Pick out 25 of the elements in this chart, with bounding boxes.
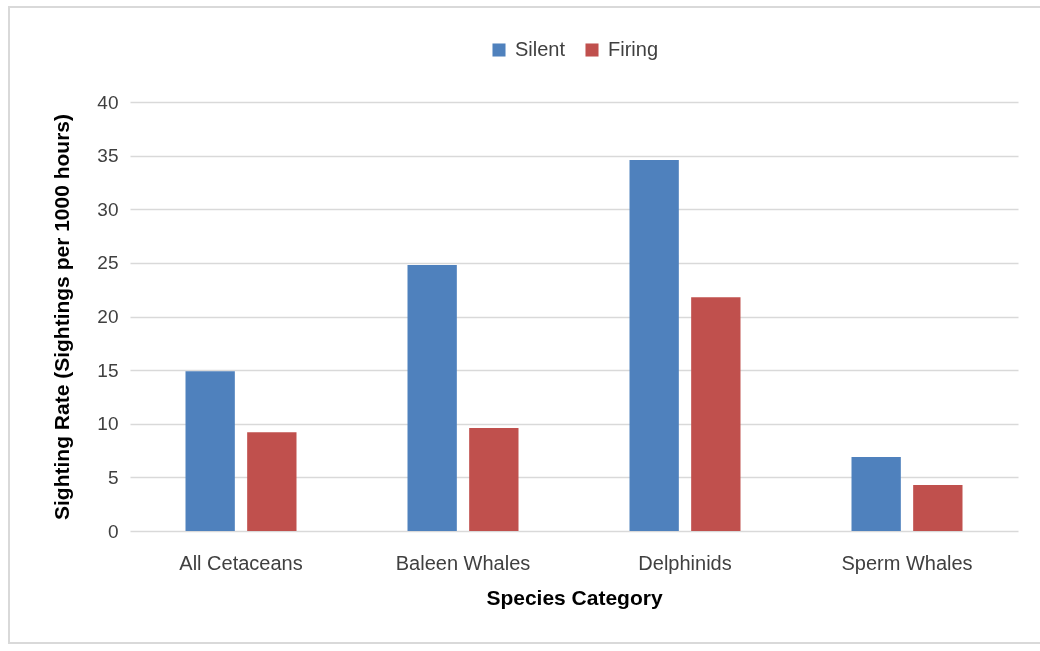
y-tick-label: 15: [97, 359, 119, 381]
legend-label: Firing: [608, 38, 659, 60]
y-tick-label: 35: [97, 145, 119, 167]
bar: [629, 159, 679, 531]
y-tick-label: 40: [97, 91, 119, 113]
x-axis-title: Species Category: [486, 585, 663, 609]
bar: [851, 457, 901, 531]
y-tick-label: 25: [97, 252, 119, 274]
bar: [913, 484, 963, 531]
legend-label: Silent: [515, 38, 566, 60]
x-tick-label: Delphinids: [638, 551, 732, 574]
bar: [247, 432, 297, 531]
y-tick-label: 30: [97, 198, 119, 220]
bar: [407, 265, 457, 531]
y-tick-label: 5: [107, 466, 119, 488]
y-tick-label: 10: [97, 413, 119, 435]
x-tick-label: Sperm Whales: [841, 551, 973, 574]
y-tick-label: 0: [107, 520, 119, 542]
x-tick-label: All Cetaceans: [179, 551, 303, 574]
y-axis-title: Sighting Rate (Sightings per 1000 hours): [50, 113, 74, 521]
x-tick-label: Baleen Whales: [395, 551, 531, 574]
bar: [185, 371, 235, 531]
y-tick-label: 20: [97, 306, 119, 327]
bar: [469, 428, 519, 531]
bar: [691, 297, 741, 531]
